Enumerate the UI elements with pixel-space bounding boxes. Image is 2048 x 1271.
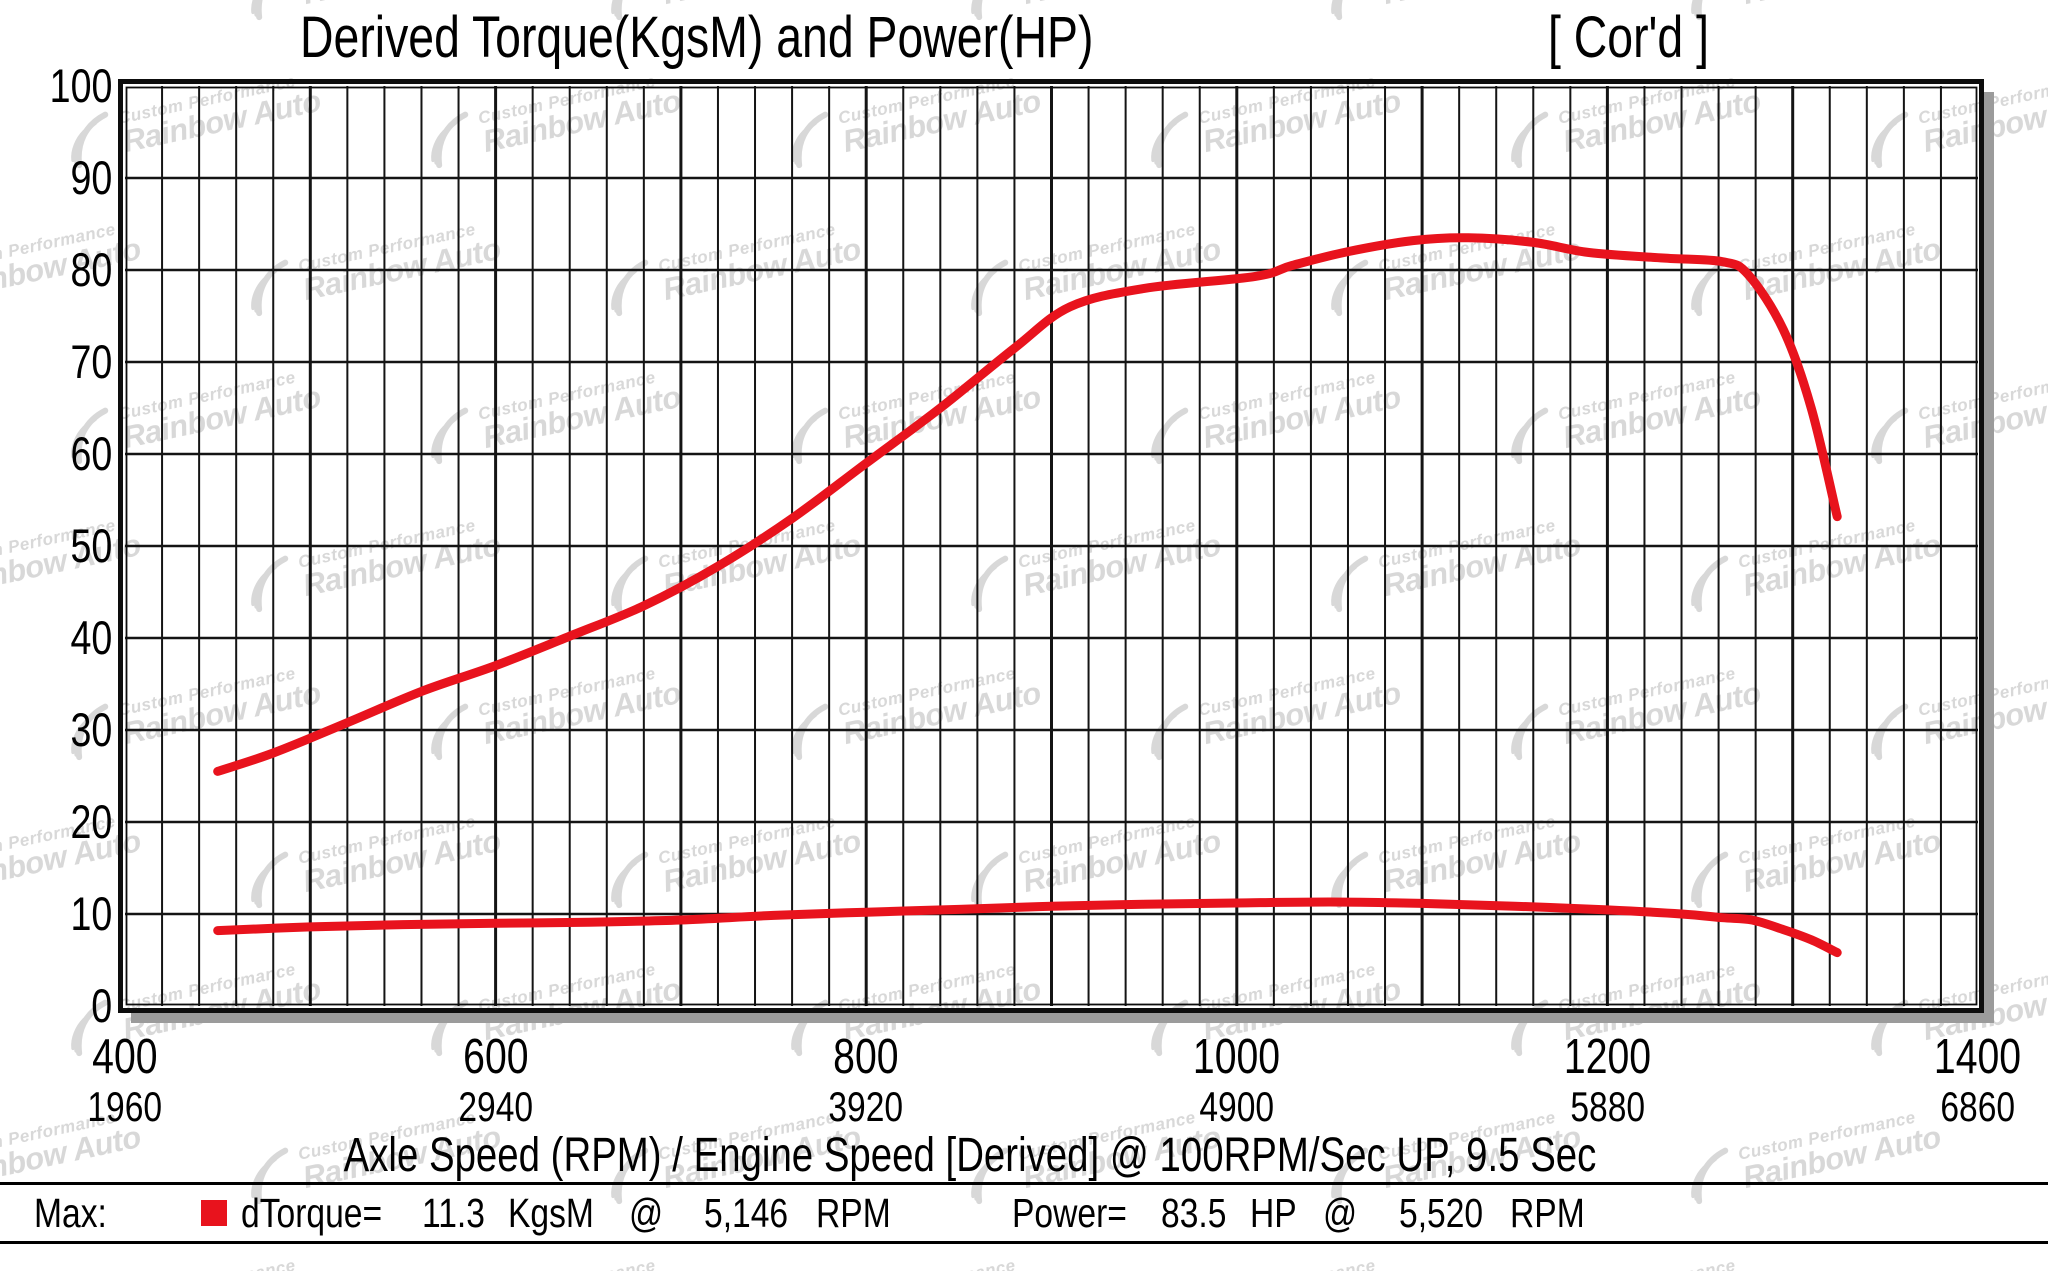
power-rpm: 5,520 [1398, 1189, 1483, 1236]
x-tick-engine-label: 2940 [458, 1083, 533, 1130]
x-tick-axle-label: 1200 [1563, 1030, 1651, 1084]
x-tick-engine-label: 3920 [828, 1083, 904, 1130]
power-value: 83.5 [1161, 1189, 1227, 1236]
max-label: Max: [34, 1189, 107, 1236]
torque-label: dTorque= [240, 1189, 382, 1236]
status-divider-top [0, 1182, 2048, 1185]
plot-frame-inner [125, 86, 1978, 1006]
y-tick-label: 10 [70, 887, 112, 940]
gridlines [125, 86, 1978, 1006]
chart-title-text: Derived Torque(KgsM) and Power(HP) [300, 5, 1094, 70]
x-tick-axle-label: 1400 [1934, 1030, 2022, 1084]
torque-rpm-unit: RPM [815, 1189, 891, 1236]
x-tick-axle-label: 1000 [1193, 1030, 1281, 1084]
y-tick-label: 80 [70, 243, 112, 296]
x-tick-axle-label: 800 [833, 1030, 899, 1084]
chart-title-corrected-flag: [ Cor'd ] [1548, 5, 1709, 70]
series-bullet-icon [200, 1200, 227, 1226]
y-tick-label: 90 [70, 151, 112, 204]
power-max-group: Power= 83.5 HP @ 5,520 RPM [1012, 1186, 1601, 1240]
x-tick-engine-label: 4900 [1199, 1083, 1275, 1130]
status-divider-bottom [0, 1241, 2048, 1244]
y-tick-label: 20 [70, 795, 112, 848]
power-unit: HP [1249, 1189, 1297, 1236]
torque-unit: KgsM [507, 1189, 594, 1236]
torque-rpm: 5,146 [704, 1189, 789, 1236]
x-tick-engine-label: 6860 [1940, 1083, 2016, 1130]
y-tick-label: 60 [70, 427, 112, 480]
power-rpm-unit: RPM [1510, 1189, 1585, 1236]
y-tick-label: 30 [70, 703, 112, 756]
power-label: Power= [1012, 1189, 1127, 1236]
chart-title: Derived Torque(KgsM) and Power(HP) [300, 4, 1292, 71]
y-tick-label: 40 [70, 611, 112, 664]
y-tick-label: 50 [70, 519, 112, 572]
x-tick-engine-label: 5880 [1570, 1083, 1645, 1130]
torque-curve [213, 897, 1842, 958]
x-axis-title: Axle Speed (RPM) / Engine Speed [Derived… [343, 1129, 1597, 1182]
y-tick-label: 0 [91, 979, 112, 1032]
power-curve [213, 233, 1842, 776]
status-bar: Max: dTorque= 11.3 KgsM @ 5,146 RPM Powe… [0, 1186, 2048, 1240]
torque-value: 11.3 [421, 1189, 485, 1236]
y-tick-label: 70 [70, 335, 112, 388]
frame-shadow-bottom [131, 1013, 1994, 1023]
power-at: @ [1322, 1189, 1358, 1236]
frame-shadow-right [1984, 92, 1994, 1023]
x-tick-axle-label: 400 [92, 1030, 158, 1084]
torque-at: @ [628, 1189, 663, 1236]
x-tick-engine-label: 1960 [87, 1083, 163, 1130]
y-tick-label: 100 [49, 59, 112, 112]
plot-frame-outer [118, 79, 1984, 1013]
x-tick-axle-label: 600 [462, 1030, 529, 1084]
